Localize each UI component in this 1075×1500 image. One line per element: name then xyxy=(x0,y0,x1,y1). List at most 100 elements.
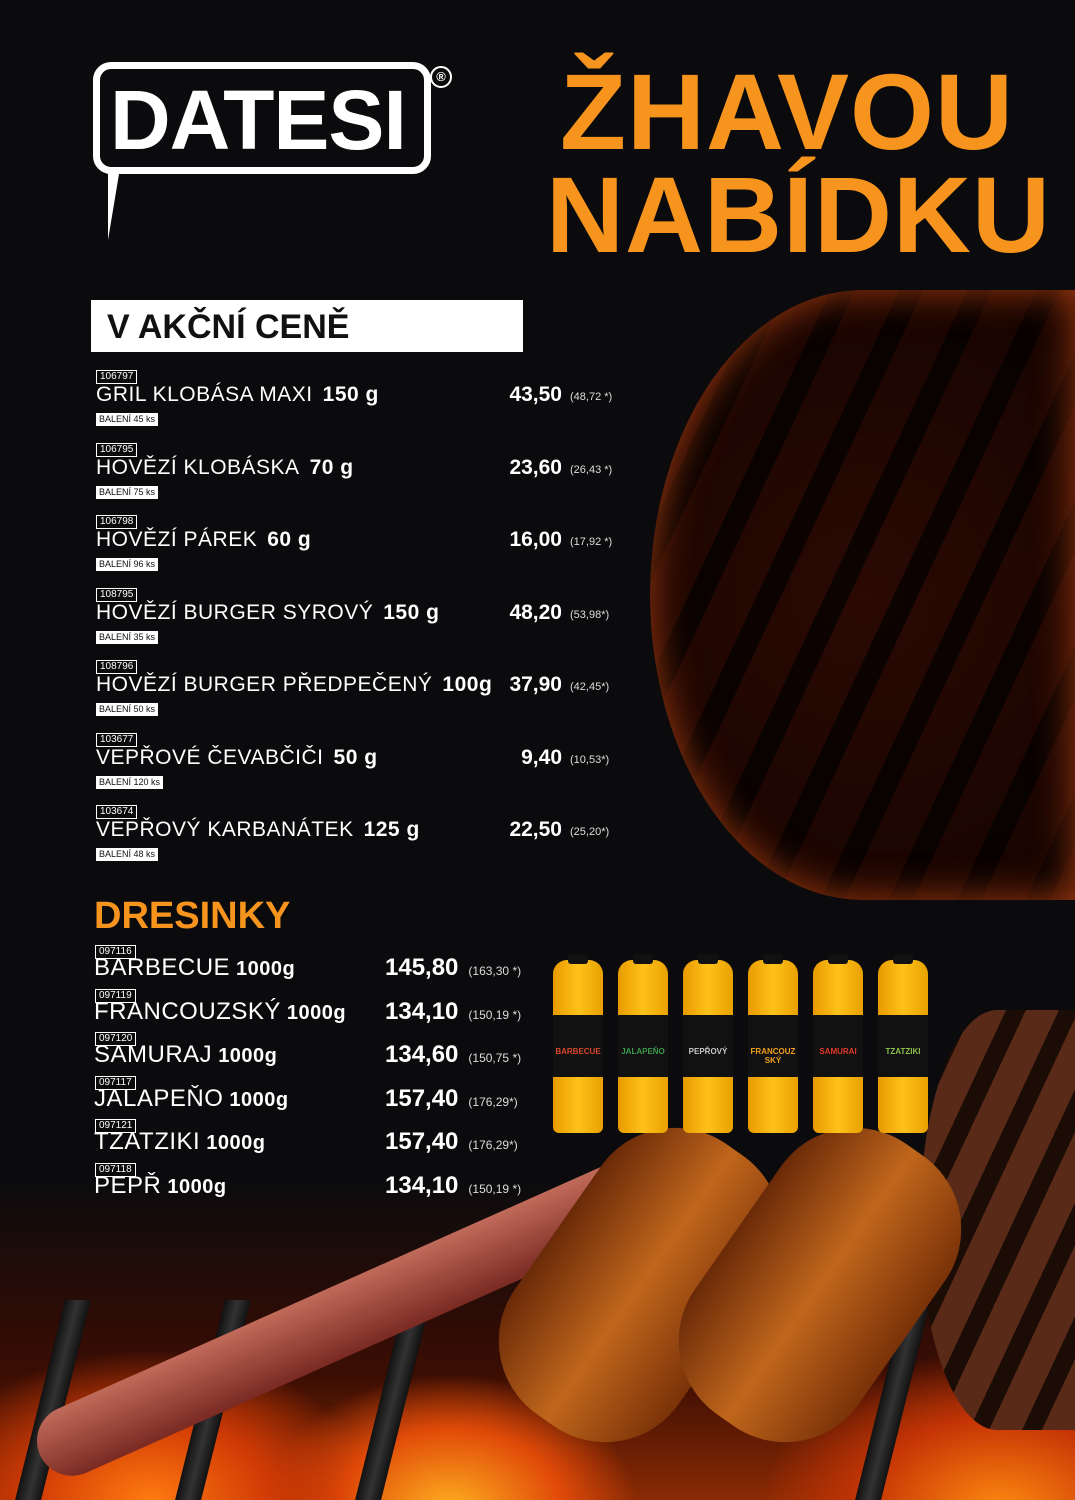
dressing-price: 157,40 xyxy=(385,1084,459,1112)
product-price: 43,50 xyxy=(509,383,562,406)
logo: DATESI xyxy=(110,73,407,167)
product-price-vat: (17,92 *) xyxy=(570,536,613,548)
product-name: GRIL KLOBÁSA MAXI 150 g xyxy=(96,383,379,407)
dressing-bottle: PEPŘOVÝ xyxy=(683,954,733,1133)
dressing-weight: 1000g xyxy=(206,1132,266,1154)
bottle-cap xyxy=(698,954,718,964)
dressing-bottle: FRANCOUZSKÝ xyxy=(748,954,798,1133)
dressing-weight: 1000g xyxy=(218,1045,278,1067)
pack-size: BALENÍ 75 ks xyxy=(96,485,159,499)
logo-frame xyxy=(93,62,431,174)
dressing-name: JALAPEŇO 1000g xyxy=(94,1085,289,1113)
dressing-bottle: TZATZIKI xyxy=(878,954,928,1133)
dressing-name-text: PEPŘ xyxy=(94,1171,162,1199)
product-name: HOVĚZÍ BURGER PŘEDPEČENÝ 100g xyxy=(96,673,492,697)
dressing-name: PEPŘ 1000g xyxy=(94,1172,227,1200)
dressing-price: 145,80 xyxy=(385,954,459,981)
product-price: 23,60 xyxy=(509,455,562,479)
bottle-label: SAMURAI xyxy=(813,1015,863,1077)
dressing-price-row: 157,40 (176,29*) xyxy=(385,1128,518,1156)
pack-size: BALENÍ 35 ks xyxy=(96,630,159,644)
product-code: 108795 xyxy=(96,587,138,602)
burger-photo xyxy=(650,290,1075,900)
product-weight: 100g xyxy=(442,673,493,696)
dressing-bottle: JALAPEŇO xyxy=(618,954,668,1133)
dressing-code: 097116 xyxy=(95,945,136,959)
product-code: 108796 xyxy=(96,660,138,674)
promo-section-title: V AKČNÍ CENĚ xyxy=(91,300,523,352)
product-name-text: VEPŘOVÝ KARBANÁTEK xyxy=(96,818,354,841)
product-code: 106797 xyxy=(96,370,138,384)
bottle-label: FRANCOUZSKÝ xyxy=(748,1015,798,1077)
product-row: 103677 xyxy=(96,729,138,747)
dressing-name-text: SAMURAJ xyxy=(94,1041,213,1068)
pack-size: BALENÍ 120 ks xyxy=(96,775,164,789)
product-price-vat: (53,98*) xyxy=(570,608,610,621)
bottle-label: JALAPEŇO xyxy=(618,1015,668,1077)
pack-size: BALENÍ 96 ks xyxy=(96,558,159,571)
product-name-text: HOVĚZÍ BURGER SYROVÝ xyxy=(96,600,374,624)
product-row: 103674 xyxy=(96,801,138,819)
dressing-price: 134,10 xyxy=(385,997,459,1025)
product-row: 108796 xyxy=(96,656,138,674)
dressing-price-vat: (150,19 *) xyxy=(468,1181,522,1196)
product-code: 106798 xyxy=(96,515,138,529)
product-name: HOVĚZÍ KLOBÁSKA 70 g xyxy=(96,456,354,480)
product-weight: 125 g xyxy=(363,818,420,841)
bottle-label: PEPŘOVÝ xyxy=(683,1015,733,1077)
dressing-name: TZATZIKI 1000g xyxy=(94,1128,265,1156)
product-price-vat: (25,20*) xyxy=(570,826,610,838)
dressing-name: SAMURAJ 1000g xyxy=(94,1041,277,1069)
product-name-text: GRIL KLOBÁSA MAXI xyxy=(96,383,313,406)
product-code: 106795 xyxy=(96,442,138,457)
product-price: 9,40 xyxy=(521,745,562,769)
product-price: 22,50 xyxy=(509,818,562,841)
dressing-price-vat: (150,75 *) xyxy=(468,1051,522,1065)
dressing-bottle: SAMURAI xyxy=(813,954,863,1133)
dressing-weight: 1000g xyxy=(236,958,296,980)
pack-size: BALENÍ 45 ks xyxy=(96,413,159,426)
bottle-label: TZATZIKI xyxy=(878,1015,928,1077)
dressing-name-text: BARBECUE xyxy=(94,954,231,981)
product-name: HOVĚZÍ PÁREK 60 g xyxy=(96,528,311,552)
product-name: VEPŘOVÉ ČEVABČIČI 50 g xyxy=(96,746,378,770)
dressing-price-vat: (176,29*) xyxy=(468,1138,518,1152)
product-name: VEPŘOVÝ KARBANÁTEK 125 g xyxy=(96,818,420,842)
dressing-weight: 1000g xyxy=(167,1175,227,1198)
dressing-price: 134,10 xyxy=(385,1171,459,1199)
headline-line2: NABÍDKU xyxy=(546,154,1051,275)
product-name-text: VEPŘOVÉ ČEVABČIČI xyxy=(96,745,324,769)
dressing-price-row: 145,80 (163,30 *) xyxy=(385,954,521,982)
pack-size: BALENÍ 50 ks xyxy=(96,703,159,716)
product-price-vat: (48,72 *) xyxy=(570,391,613,403)
pack-size: BALENÍ 48 ks xyxy=(96,848,159,861)
product-weight: 150 g xyxy=(383,600,440,624)
dressing-name-text: FRANCOUZSKÝ xyxy=(94,997,281,1025)
dressing-price-row: 134,10 (150,19 *) xyxy=(385,1172,521,1200)
product-price: 37,90 xyxy=(509,673,562,696)
product-row: 106797 xyxy=(96,366,138,384)
product-weight: 50 g xyxy=(333,745,378,769)
dressing-price-vat: (176,29*) xyxy=(468,1094,518,1109)
dressing-code: 097120 xyxy=(95,1032,137,1046)
product-price-vat: (10,53*) xyxy=(570,753,610,766)
dressing-code: 097119 xyxy=(95,988,136,1003)
product-name-text: HOVĚZÍ PÁREK xyxy=(96,528,258,551)
product-weight: 60 g xyxy=(267,528,312,551)
dressing-weight: 1000g xyxy=(286,1001,347,1024)
product-price: 16,00 xyxy=(509,528,562,551)
product-row: 106795 xyxy=(96,439,138,457)
dressing-code: 097118 xyxy=(95,1162,136,1177)
product-price-vat: (42,45*) xyxy=(570,681,610,693)
registered-mark: ® xyxy=(430,66,452,88)
dressing-bottle: BARBECUE xyxy=(553,954,603,1133)
logo-tail xyxy=(108,168,165,240)
dressing-price: 157,40 xyxy=(385,1128,459,1155)
dressing-name-text: JALAPEŇO xyxy=(94,1084,224,1112)
product-code: 103674 xyxy=(96,805,138,819)
bottle-cap xyxy=(828,954,848,964)
dressing-price-vat: (150,19 *) xyxy=(468,1007,522,1022)
dressing-name: FRANCOUZSKÝ 1000g xyxy=(94,998,346,1026)
dressing-weight: 1000g xyxy=(229,1088,289,1111)
bottle-label: BARBECUE xyxy=(553,1015,603,1077)
